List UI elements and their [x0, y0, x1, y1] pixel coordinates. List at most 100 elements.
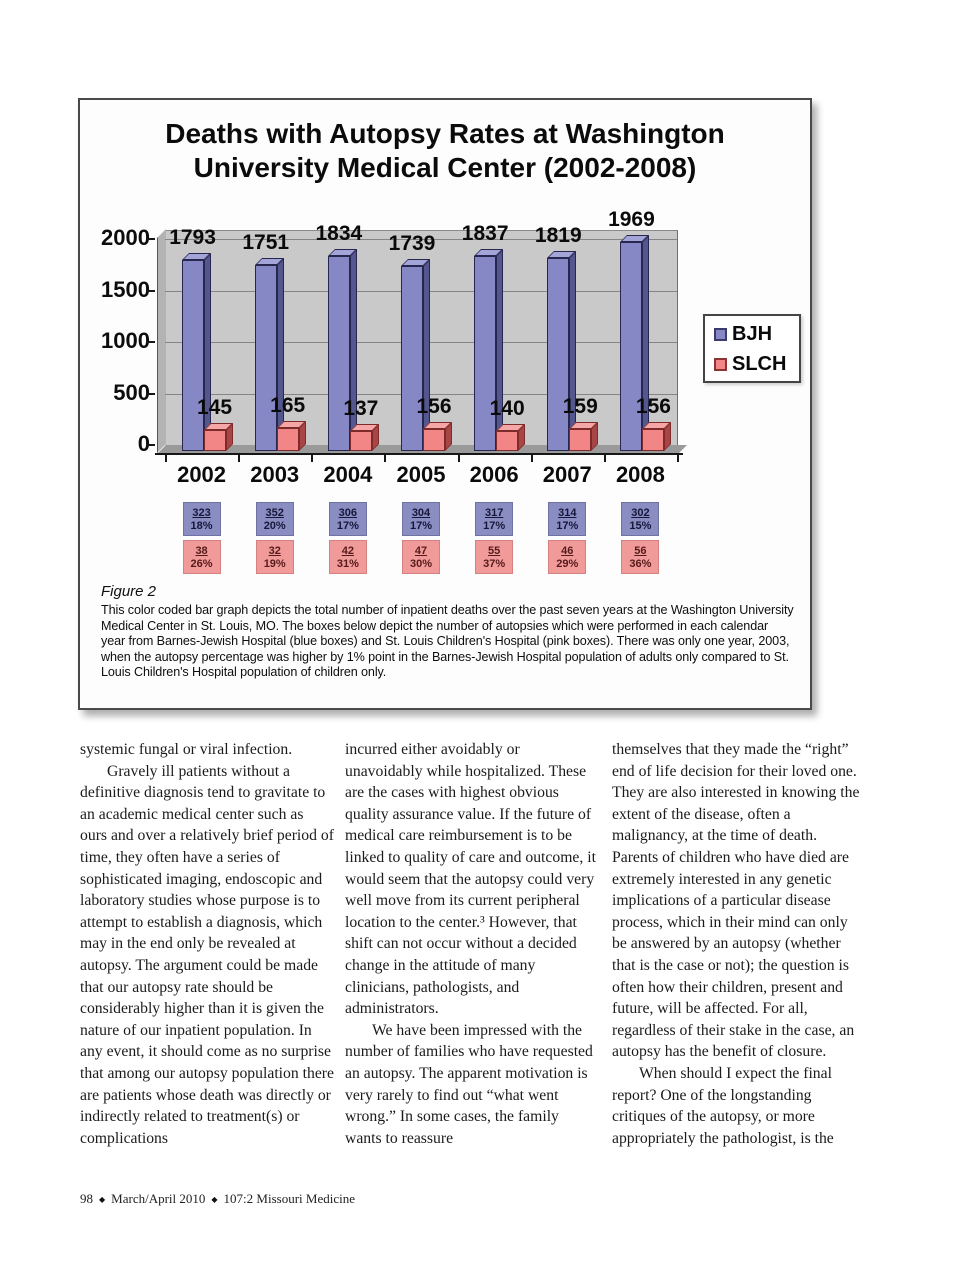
autopsy-box-bjh-2007: 314 17% — [548, 502, 587, 536]
bar-value-slch-2007: 159 — [562, 394, 598, 418]
article-paragraph: When should I expect the final report? O… — [612, 1064, 834, 1147]
autopsy-count: 323 — [192, 507, 211, 519]
autopsy-count: 304 — [411, 507, 431, 519]
chart-legend: BJH SLCH — [703, 314, 801, 383]
autopsy-percent: 15% — [629, 520, 652, 532]
autopsy-count: 306 — [338, 507, 358, 519]
x-axis-label-2006: 2006 — [469, 462, 519, 487]
bar-value-bjh-2008: 1969 — [608, 208, 655, 232]
legend-item-bjh: BJH — [714, 323, 799, 346]
article-paragraph: systemic fungal or viral infection. — [80, 741, 293, 758]
legend-swatch-slch — [714, 358, 727, 371]
legend-swatch-bjh — [714, 328, 727, 341]
plot-left-wall — [157, 229, 166, 453]
autopsy-count: 56 — [634, 545, 647, 557]
footer-diamond-icon: ◆ — [99, 1194, 106, 1204]
autopsy-percent: 17% — [409, 520, 433, 532]
footer-volume: 107:2 Missouri Medicine — [223, 1191, 355, 1206]
article-paragraph: Gravely ill patients without a definitiv… — [80, 762, 334, 1147]
autopsy-count: 47 — [414, 545, 428, 557]
article-paragraph: themselves that they made the “right” en… — [612, 741, 860, 1061]
bar-front-face — [327, 256, 350, 451]
article-column-3: themselves that they made the “right” en… — [612, 739, 865, 1149]
legend-label-slch: SLCH — [732, 353, 787, 375]
x-axis-label-2008: 2008 — [615, 462, 665, 487]
bar-side-face — [203, 253, 211, 451]
bar-front-face — [642, 428, 665, 451]
autopsy-percent: 30% — [409, 558, 433, 570]
bar-value-bjh-2005: 1739 — [388, 231, 436, 255]
autopsy-percent: 19% — [263, 558, 286, 570]
x-axis-label-2003: 2003 — [250, 462, 300, 487]
chart-title-line2: University Medical Center (2002-2008) — [193, 152, 697, 183]
bar-front-face — [349, 430, 372, 451]
article-column-1: systemic fungal or viral infection. Grave… — [80, 739, 334, 1149]
y-axis-tick — [146, 238, 155, 240]
autopsy-percent: 37% — [483, 558, 506, 570]
bar-value-bjh-2007: 1819 — [534, 223, 582, 247]
bar-side-face — [569, 250, 577, 451]
bar-front-face — [496, 430, 519, 451]
bar-value-slch-2004: 137 — [343, 396, 379, 420]
autopsy-count: 55 — [488, 545, 501, 557]
autopsy-percent: 17% — [336, 520, 359, 532]
bar-front-face — [254, 264, 277, 451]
autopsy-count: 42 — [341, 545, 354, 557]
x-axis-label-2004: 2004 — [323, 462, 373, 487]
autopsy-box-slch-2008: 56 36% — [621, 540, 660, 574]
autopsy-count: 46 — [561, 545, 574, 557]
bar-value-slch-2003: 165 — [270, 394, 306, 417]
article-paragraph: We have been impressed with the number o… — [345, 1021, 593, 1147]
x-axis-tick — [603, 454, 606, 462]
bar-value-slch-2002: 145 — [197, 396, 233, 420]
autopsy-count: 314 — [558, 507, 577, 519]
y-axis-tick — [146, 341, 155, 343]
x-axis-tick — [530, 454, 533, 462]
y-axis-label-2000: 2000 — [101, 225, 150, 250]
x-axis-line — [155, 453, 683, 455]
autopsy-percent: 18% — [190, 520, 213, 532]
autopsy-box-slch-2003: 32 19% — [255, 540, 294, 574]
autopsy-percent: 20% — [263, 520, 286, 532]
bar-front-face — [181, 260, 204, 451]
autopsy-count: 302 — [631, 507, 650, 519]
bar-value-slch-2005: 156 — [416, 394, 452, 418]
autopsy-count: 38 — [195, 545, 208, 557]
bar-front-face — [620, 242, 643, 451]
x-axis-label-2007: 2007 — [542, 462, 592, 487]
x-axis-tick — [165, 454, 167, 462]
bar-value-slch-2008: 156 — [635, 394, 671, 418]
bar-front-face — [569, 428, 592, 451]
figure-caption-label: Figure 2 — [101, 583, 157, 600]
bar-value-bjh-2002: 1793 — [169, 226, 216, 250]
autopsy-count: 317 — [484, 507, 504, 519]
legend-label-bjh: BJH — [732, 323, 773, 345]
autopsy-box-slch-2006: 55 37% — [475, 540, 514, 574]
autopsy-box-bjh-2008: 302 15% — [621, 502, 660, 536]
bar-front-face — [276, 428, 299, 451]
autopsy-box-slch-2004: 42 31% — [328, 540, 367, 574]
figure-panel: Deaths with Autopsy Rates at Washington … — [78, 98, 812, 710]
y-axis-tick — [146, 392, 155, 395]
article-paragraph: incurred either avoidably or unavoidably… — [345, 741, 596, 1018]
bar-value-bjh-2003: 1751 — [242, 230, 290, 254]
footer-page-number: 98 — [80, 1191, 93, 1206]
y-axis-label-0: 0 — [137, 431, 150, 456]
autopsy-box-slch-2005: 47 30% — [402, 540, 440, 574]
autopsy-box-bjh-2006: 317 17% — [475, 502, 514, 536]
chart-title: Deaths with Autopsy Rates at Washington … — [80, 117, 810, 185]
x-axis-label-2005: 2005 — [396, 462, 446, 487]
bar-front-face — [401, 265, 423, 451]
x-axis-tick — [677, 454, 679, 462]
autopsy-box-bjh-2002: 323 18% — [182, 502, 221, 536]
autopsy-count: 352 — [265, 507, 284, 519]
y-axis-tick — [146, 289, 155, 292]
bar-front-face — [474, 255, 497, 451]
bar-value-slch-2006: 140 — [489, 396, 525, 420]
autopsy-box-bjh-2005: 304 17% — [402, 502, 440, 536]
page-footer: 98 ◆ March/April 2010 ◆ 107:2 Missouri M… — [80, 1191, 355, 1207]
footer-diamond-icon: ◆ — [211, 1194, 218, 1204]
chart-title-line1: Deaths with Autopsy Rates at Washington — [165, 118, 725, 149]
autopsy-box-slch-2002: 38 26% — [182, 540, 221, 574]
bar-front-face — [547, 257, 570, 451]
